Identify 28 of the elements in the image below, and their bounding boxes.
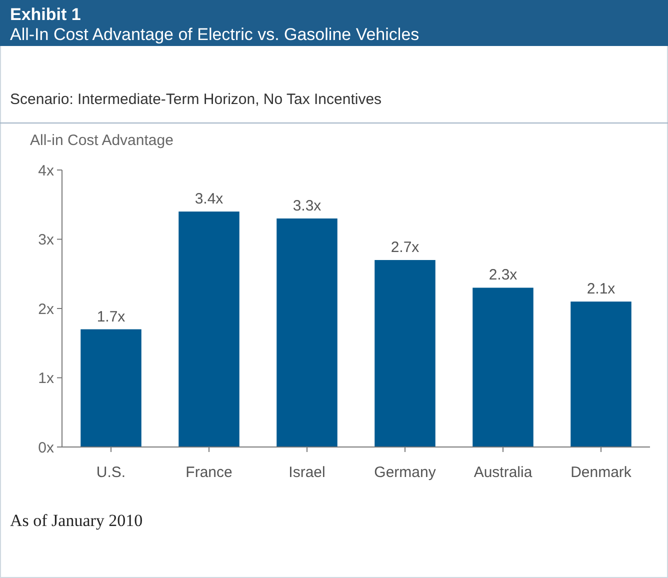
bar [80, 329, 142, 447]
y-tick-label: 0x [38, 439, 54, 456]
y-tick-label: 3x [38, 232, 54, 248]
y-tick-label: 2x [38, 300, 54, 318]
x-tick-label: Australia [474, 464, 533, 481]
y-tick-label: 4x [38, 162, 54, 180]
bar [276, 218, 338, 447]
chart-subtitle: All-In Cost Advantage of Electric vs. Gasoline Vehicles [10, 25, 420, 44]
data-label: 3.3x [292, 197, 322, 214]
data-label: 1.7x [96, 308, 126, 326]
text: Scenario: Intermediate-Term Horizon, No Tax Incentives [10, 91, 382, 108]
x-tick-label: U.S. [96, 464, 126, 481]
bar [570, 302, 632, 447]
x-tick-label: France [186, 464, 232, 481]
x-tick-label: Denmark [570, 464, 632, 481]
x-tick-label: Germany [374, 464, 436, 481]
bar [374, 260, 436, 447]
data-label: 2.1x [586, 280, 616, 298]
text: As of January 2010 [10, 511, 143, 530]
data-label: 2.3x [488, 266, 518, 284]
data-label: 2.7x [390, 239, 420, 256]
data-label: 3.4x [194, 190, 224, 208]
chart-title: Exhibit 1 [10, 5, 81, 24]
y-tick-label: 1x [38, 370, 54, 387]
bar [178, 212, 240, 447]
x-tick-label: Israel [288, 464, 326, 481]
bar [472, 288, 534, 447]
y-axis-title: All-in Cost Advantage [30, 132, 174, 149]
